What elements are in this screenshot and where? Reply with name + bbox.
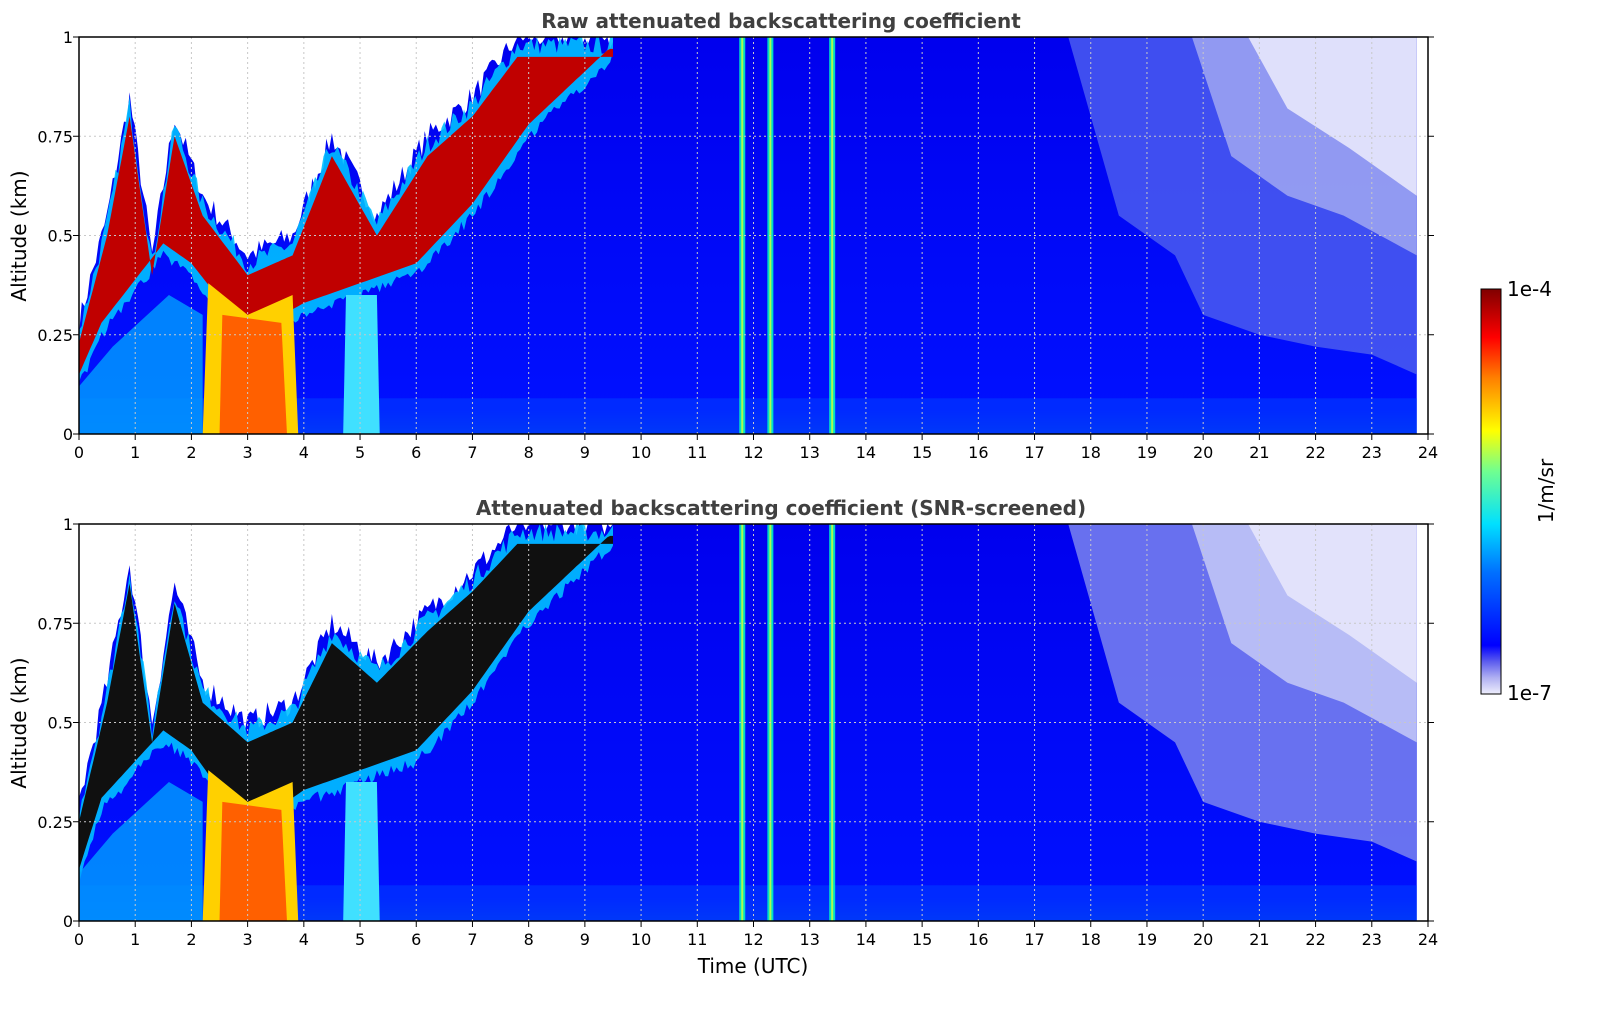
y-tick-label: 0 xyxy=(63,425,73,444)
colorbar-gradient xyxy=(1480,288,1502,695)
x-tick-label: 14 xyxy=(856,930,876,949)
x-tick-label: 3 xyxy=(243,443,253,462)
y-tick-label: 0 xyxy=(63,912,73,931)
surface-band xyxy=(79,398,1417,434)
clear-sky-region xyxy=(79,37,613,335)
y-tick-label: 0.5 xyxy=(48,714,73,733)
x-tick-label: 1 xyxy=(130,930,140,949)
plot-area: 0 1 2 3 4 5 6 7 8 9 10 11 12 13 14 15 16 17 18 19 20 21 22 23 24… xyxy=(37,515,1438,949)
x-tick-label: 10 xyxy=(631,443,651,462)
y-tick-label: 1 xyxy=(63,28,73,47)
x-tick-label: 16 xyxy=(968,930,988,949)
aerosol-layer-core xyxy=(79,535,613,870)
colorbar: 1e-4 1e-7 1/m/sr xyxy=(1480,277,1558,705)
y-tick-label: 1 xyxy=(63,515,73,534)
x-tick-label: 2 xyxy=(186,443,196,462)
x-tick-label: 17 xyxy=(1024,930,1044,949)
plot-area: 0 1 2 3 4 5 6 7 8 9 10 11 12 13 14 15 16 17 18 19 20 21 22 23 24… xyxy=(37,28,1438,462)
low-plume xyxy=(343,782,380,921)
x-tick-label: 13 xyxy=(800,443,820,462)
x-tick-label: 8 xyxy=(524,443,534,462)
x-tick-label: 0 xyxy=(74,443,84,462)
vertical-streak-core xyxy=(831,524,834,921)
colorbar-min-label: 1e-7 xyxy=(1507,681,1552,705)
clear-sky-region xyxy=(79,524,613,798)
vertical-streak-core xyxy=(741,524,744,921)
x-tick-label: 19 xyxy=(1137,443,1157,462)
x-tick-label: 24 xyxy=(1418,443,1438,462)
low-signal-region xyxy=(1248,37,1417,196)
panel-snr-screened-backscatter: Attenuated backscattering coefficient (S… xyxy=(7,496,1438,978)
x-tick-label: 20 xyxy=(1193,930,1213,949)
y-tick-label: 0.75 xyxy=(37,614,73,633)
y-tick-label: 0.75 xyxy=(37,127,73,146)
low-plume xyxy=(79,295,203,434)
x-tick-label: 2 xyxy=(186,930,196,949)
x-tick-label: 6 xyxy=(411,443,421,462)
x-tick-label: 13 xyxy=(800,930,820,949)
x-tick-label: 24 xyxy=(1418,930,1438,949)
y-axis-label: Altitude (km) xyxy=(7,657,31,788)
x-tick-label: 5 xyxy=(355,443,365,462)
x-tick-label: 12 xyxy=(743,443,763,462)
x-tick-label: 7 xyxy=(467,930,477,949)
surface-band xyxy=(79,885,1417,921)
low-plume-core xyxy=(219,801,287,921)
colorbar-unit-label: 1/m/sr xyxy=(1534,458,1558,523)
low-plume xyxy=(79,782,203,921)
vertical-streak-core xyxy=(741,37,744,434)
x-tick-label: 7 xyxy=(467,443,477,462)
y-tick-label: 0.25 xyxy=(37,326,73,345)
panel-title: Attenuated backscattering coefficient (S… xyxy=(476,496,1086,520)
low-plume xyxy=(343,295,380,434)
y-tick-label: 0.25 xyxy=(37,813,73,832)
x-tick-label: 21 xyxy=(1249,443,1269,462)
x-tick-label: 6 xyxy=(411,930,421,949)
x-tick-label: 12 xyxy=(743,930,763,949)
x-tick-label: 21 xyxy=(1249,930,1269,949)
x-tick-label: 22 xyxy=(1305,443,1325,462)
low-signal-region xyxy=(1248,524,1417,683)
x-tick-label: 15 xyxy=(912,443,932,462)
y-tick-label: 0.5 xyxy=(48,227,73,246)
x-tick-label: 11 xyxy=(687,930,707,949)
x-tick-label: 5 xyxy=(355,930,365,949)
x-tick-label: 18 xyxy=(1081,443,1101,462)
x-tick-label: 23 xyxy=(1362,930,1382,949)
vertical-streak-core xyxy=(831,37,834,434)
aerosol-layer-core xyxy=(79,48,613,375)
x-tick-label: 18 xyxy=(1081,930,1101,949)
x-tick-label: 3 xyxy=(243,930,253,949)
low-plume-core xyxy=(219,314,287,434)
x-tick-label: 9 xyxy=(580,930,590,949)
x-axis-label: Time (UTC) xyxy=(697,954,809,978)
x-tick-label: 9 xyxy=(580,443,590,462)
colorbar-max-label: 1e-4 xyxy=(1507,277,1552,301)
x-tick-label: 4 xyxy=(299,443,309,462)
x-tick-label: 23 xyxy=(1362,443,1382,462)
x-tick-label: 1 xyxy=(130,443,140,462)
x-tick-label: 8 xyxy=(524,930,534,949)
x-tick-label: 19 xyxy=(1137,930,1157,949)
x-tick-label: 14 xyxy=(856,443,876,462)
panel-raw-backscatter: Raw attenuated backscattering coefficien… xyxy=(7,9,1438,462)
x-tick-label: 0 xyxy=(74,930,84,949)
x-tick-label: 20 xyxy=(1193,443,1213,462)
panel-title: Raw attenuated backscattering coefficien… xyxy=(541,9,1021,33)
y-axis-label: Altitude (km) xyxy=(7,170,31,301)
x-tick-label: 4 xyxy=(299,930,309,949)
x-tick-label: 11 xyxy=(687,443,707,462)
x-tick-label: 10 xyxy=(631,930,651,949)
x-tick-label: 16 xyxy=(968,443,988,462)
x-tick-label: 22 xyxy=(1305,930,1325,949)
x-tick-label: 17 xyxy=(1024,443,1044,462)
x-tick-label: 15 xyxy=(912,930,932,949)
